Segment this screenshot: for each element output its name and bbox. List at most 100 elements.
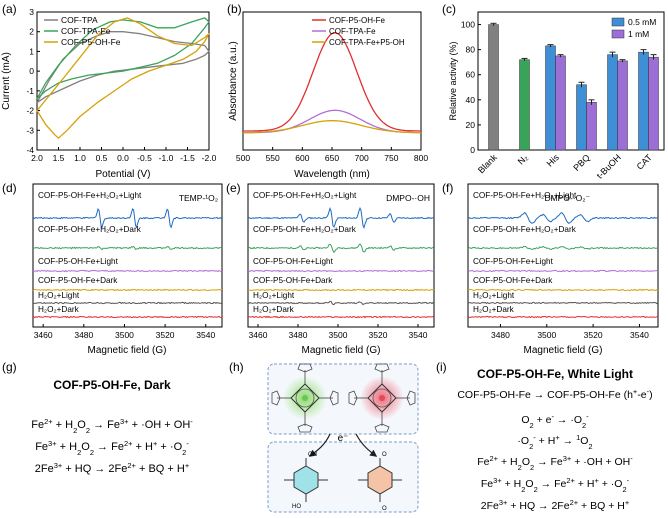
equation-part: 2 bbox=[518, 463, 522, 472]
legend-label: COF-TPA-Fe+P5-OH bbox=[329, 38, 405, 47]
trace-label: COF-P5-OH-Fe+H₂O₂+Light bbox=[253, 191, 357, 200]
panel-a-ylabel: Current (mA) bbox=[1, 52, 12, 110]
x-tick-label: 3460 bbox=[249, 330, 268, 340]
panel-e-xlabel: Magnetic field (G) bbox=[302, 345, 381, 356]
equation-part: + HQ → 2Fe bbox=[507, 500, 569, 512]
equation-part: - bbox=[551, 412, 554, 421]
panel-b-letter: (b) bbox=[227, 2, 242, 16]
equation-part: 2 bbox=[622, 485, 626, 494]
electron-arrow-right bbox=[355, 433, 378, 457]
svg-text:O: O bbox=[382, 452, 387, 458]
equation-part: O bbox=[81, 441, 90, 453]
equation-part: + ·O bbox=[599, 478, 623, 490]
panel-i-equation-1: COF-P5-OH-Fe → COF-P5-OH-Fe (h+-e-) bbox=[457, 387, 652, 402]
y-tick-label: 2 bbox=[29, 27, 34, 37]
panel-b-axes: 500 550 600 650 700 750 800 bbox=[236, 147, 428, 163]
x-tick-label: 0.0 bbox=[117, 153, 129, 163]
epr-trace bbox=[32, 301, 223, 305]
panel-i: (i) COF-P5-OH-Fe, White Light COF-P5-OH-… bbox=[436, 360, 653, 512]
panel-f-spectra: 3480 3500 3520 3540 COF-P5-OH-Fe+H₂O₂+Light C… bbox=[467, 191, 659, 340]
x-tick-label: 3500 bbox=[115, 330, 134, 340]
equation-part: + BQ + H bbox=[578, 500, 625, 512]
panel-e-frame bbox=[247, 183, 435, 328]
equation-part: 3+ bbox=[48, 439, 57, 448]
panel-i-equation-2: O2 + e- → ·O2- bbox=[521, 412, 589, 430]
equation-part: 2 bbox=[86, 426, 90, 435]
x-tick-label: -1.5 bbox=[180, 153, 195, 163]
equation-part: - bbox=[647, 387, 650, 396]
panel-c-letter: (c) bbox=[442, 2, 456, 16]
panel-c-axes: 0 20 40 60 80 100 bbox=[461, 20, 481, 155]
panel-c-ylabel: Relative activity (%) bbox=[448, 41, 458, 120]
panel-h: (h) bbox=[229, 360, 419, 513]
equation-part: 2+ bbox=[490, 454, 499, 463]
equation-part: - bbox=[533, 433, 536, 442]
panel-a: (a) 2.0 1.5 1.0 0.5 0.0 -0.5 -1.0 -1.5 -2.0 -4 -3 -… bbox=[1, 2, 217, 180]
cv-curve-2 bbox=[36, 17, 210, 139]
equation-part: 2 bbox=[530, 421, 534, 430]
epr-trace bbox=[32, 245, 223, 251]
trace-label: H₂O₂+Dark bbox=[473, 305, 515, 314]
equation-part: ) bbox=[649, 389, 653, 401]
svg-text:HO: HO bbox=[292, 504, 301, 510]
y-tick-label: 1 bbox=[29, 46, 34, 56]
equation-part: + H bbox=[536, 435, 556, 447]
x-tick-label: 650 bbox=[325, 153, 339, 163]
trace-label: COF-P5-OH-Fe+H₂O₂+Dark bbox=[38, 225, 142, 234]
equation-part: → Fe bbox=[534, 456, 563, 468]
equation-part: + bbox=[625, 498, 630, 507]
panel-f-xlabel: Magnetic field (G) bbox=[524, 345, 603, 356]
equation-part: + H bbox=[575, 478, 595, 490]
equation-part: 2 bbox=[534, 485, 538, 494]
equation-part: + H bbox=[498, 456, 518, 468]
y-tick-label: -3 bbox=[26, 125, 34, 135]
equation-part: - bbox=[190, 417, 193, 426]
epr-trace bbox=[247, 206, 435, 230]
epr-trace bbox=[247, 243, 435, 254]
equation-part: Fe bbox=[31, 419, 44, 431]
epr-trace bbox=[467, 245, 659, 250]
panel-f: (f) 3480 3500 3520 3540 COF-P5-OH-Fe+H₂O₂+Li… bbox=[442, 181, 659, 356]
y-tick-label: 20 bbox=[466, 120, 476, 130]
trace-label: H₂O₂+Light bbox=[473, 291, 515, 300]
x-tick-label: 3520 bbox=[156, 330, 175, 340]
x-tick-label: 3480 bbox=[74, 330, 93, 340]
electron-label: e⁻ bbox=[338, 433, 349, 444]
equation-part: 2 bbox=[588, 442, 592, 451]
equation-part: + ·OH + OH bbox=[571, 456, 630, 468]
epr-trace bbox=[247, 315, 435, 319]
equation-part: 2+ bbox=[570, 498, 579, 507]
bar-1mM bbox=[648, 56, 659, 151]
equation-part: - bbox=[627, 476, 630, 485]
panel-c-legend: 0.5 mM 1 mM bbox=[611, 17, 656, 39]
trace-label: H₂O₂+Dark bbox=[253, 305, 295, 314]
equation-part: - bbox=[630, 454, 633, 463]
y-tick-label: 0 bbox=[29, 66, 34, 76]
x-tick-label: 1.5 bbox=[53, 153, 65, 163]
legend-label: 1 mM bbox=[628, 29, 649, 39]
equation-part: Fe bbox=[477, 456, 489, 468]
x-tick-label: 600 bbox=[295, 153, 309, 163]
trace-label: H₂O₂+Light bbox=[253, 291, 295, 300]
x-tick-label: 1.0 bbox=[74, 153, 86, 163]
panel-g-equation-1: Fe2+ + H2O2 → Fe3+ + ·OH + OH- bbox=[31, 417, 193, 435]
equation-part: 2Fe bbox=[35, 463, 54, 475]
trace-label: H₂O₂+Dark bbox=[38, 305, 80, 314]
x-category-label: His bbox=[545, 152, 562, 169]
equation-part: 3+ bbox=[499, 498, 508, 507]
panel-g-letter: (g) bbox=[2, 360, 17, 374]
equation-part: → ·O bbox=[554, 414, 582, 426]
epr-trace bbox=[468, 288, 659, 292]
panel-e-letter: (e) bbox=[226, 181, 241, 195]
equation-part: -e bbox=[637, 389, 646, 401]
panel-h-bottom-box bbox=[267, 441, 419, 513]
epr-trace bbox=[467, 315, 659, 319]
electron-arrow-left bbox=[308, 433, 331, 457]
uv-curve-2 bbox=[243, 120, 421, 134]
trace-label: COF-P5-OH-Fe+H₂O₂+Light bbox=[38, 191, 142, 200]
panel-b-legend: COF-P5-OH-Fe COF-TPA-Fe COF-TPA-Fe+P5-OH bbox=[312, 16, 405, 47]
y-tick-label: -2 bbox=[26, 106, 34, 116]
